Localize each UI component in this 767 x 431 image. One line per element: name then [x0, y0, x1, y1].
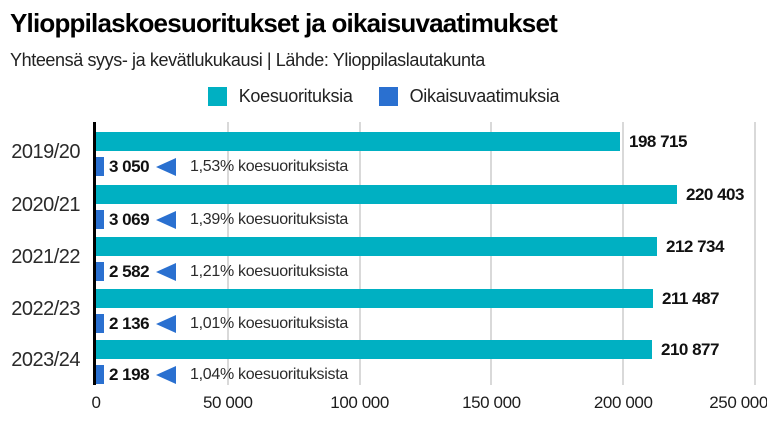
year-label: 2023/24: [11, 348, 80, 371]
year-label: 2022/23: [11, 297, 80, 320]
appeal-percent-label: 1,01% koesuorituksista: [190, 315, 348, 332]
year-label: 2019/20: [11, 140, 80, 163]
exam-value-label: 211 487: [662, 289, 720, 308]
y-axis-line: [93, 122, 96, 385]
exam-bar: [96, 289, 653, 308]
exam-value-label: 212 734: [666, 237, 724, 256]
legend-label-appeals: Oikaisuvaatimuksia: [409, 86, 560, 106]
appeal-count-label: 2 136: [109, 314, 150, 333]
appeal-bar: [96, 210, 104, 229]
legend-item-appeals: Oikaisuvaatimuksia: [378, 86, 560, 107]
arrow-left-icon: [156, 263, 176, 281]
arrow-left-icon: [156, 211, 176, 229]
x-tick-label: 250 000: [709, 393, 767, 412]
appeal-bar: [96, 157, 104, 176]
bar-chart: 198 715 3 050 1,53% koesuorituksista 220 40…: [0, 122, 767, 427]
x-tick-label: 150 000: [462, 393, 521, 412]
exam-bar: [96, 340, 652, 359]
exam-value-label: 198 715: [629, 132, 687, 151]
x-tick-label: 0: [91, 393, 101, 412]
exam-value-label: 220 403: [686, 185, 744, 204]
appeal-count-label: 2 582: [109, 262, 150, 281]
year-label: 2020/21: [11, 193, 80, 216]
legend-label-exams: Koesuorituksia: [238, 86, 353, 106]
legend-item-exams: Koesuorituksia: [207, 86, 353, 107]
page-title: Ylioppilaskoesuoritukset ja oikaisuvaati…: [10, 8, 558, 38]
appeal-percent-label: 1,53% koesuorituksista: [190, 158, 348, 175]
plot-area: 198 715 3 050 1,53% koesuorituksista 220 40…: [93, 122, 756, 385]
appeal-percent-label: 1,21% koesuorituksista: [190, 263, 348, 280]
appeal-percent-label: 1,04% koesuorituksista: [190, 366, 348, 383]
x-tick-label: 100 000: [330, 393, 389, 412]
appeal-bar: [96, 262, 104, 281]
year-label: 2021/22: [11, 245, 80, 268]
x-tick-label: 200 000: [593, 393, 653, 412]
appeal-count-label: 3 069: [109, 210, 150, 229]
appeal-percent-label: 1,39% koesuorituksista: [190, 211, 348, 228]
appeal-bar: [96, 314, 104, 333]
x-tick-label: 50 000: [202, 393, 253, 412]
exam-value-label: 210 877: [661, 340, 719, 359]
exam-bar: [96, 237, 657, 256]
exam-bar: [96, 185, 677, 204]
legend: Koesuorituksia Oikaisuvaatimuksia: [0, 86, 767, 107]
appeal-swatch-icon: [378, 87, 398, 106]
grid-line: [754, 122, 756, 385]
appeal-bar: [96, 365, 104, 384]
page-subtitle: Yhteensä syys- ja kevätlukukausi | Lähde…: [10, 50, 485, 70]
appeal-count-label: 2 198: [109, 365, 150, 384]
exam-bar: [96, 132, 620, 151]
appeal-count-label: 3 050: [109, 157, 150, 176]
arrow-left-icon: [156, 366, 176, 384]
arrow-left-icon: [156, 158, 176, 176]
exam-swatch-icon: [207, 87, 227, 106]
arrow-left-icon: [156, 315, 176, 333]
